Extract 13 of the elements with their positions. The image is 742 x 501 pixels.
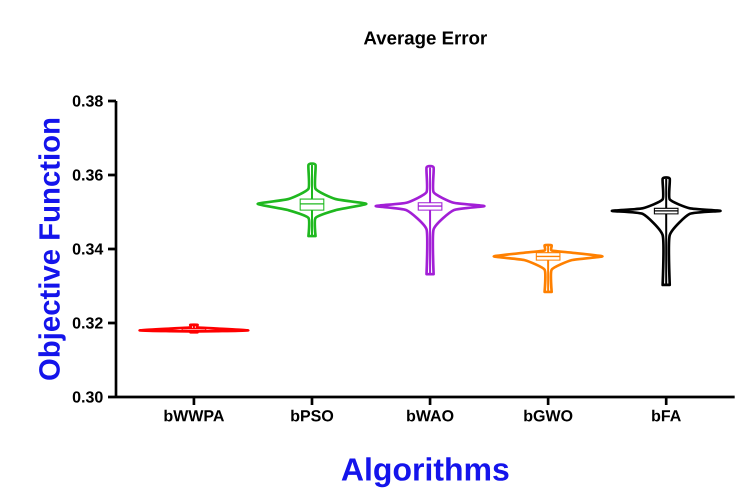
x-tick-label: bPSO <box>291 410 334 422</box>
x-tick-label: bGWO <box>524 410 572 422</box>
y-tick-label: 0.32 <box>72 317 103 329</box>
x-tick-label: bFA <box>652 410 681 422</box>
chart-title: Average Error <box>364 32 487 48</box>
x-tick-label: bWWPA <box>164 410 224 422</box>
x-axis-title: Algorithms <box>342 457 508 488</box>
x-tick-label: bWAO <box>407 410 454 422</box>
y-tick-label: 0.30 <box>72 391 103 403</box>
y-tick-label: 0.36 <box>72 169 103 181</box>
y-tick-label: 0.34 <box>72 243 104 255</box>
y-tick-label: 0.38 <box>72 95 103 107</box>
y-axis-title: Objective Function <box>38 118 66 380</box>
